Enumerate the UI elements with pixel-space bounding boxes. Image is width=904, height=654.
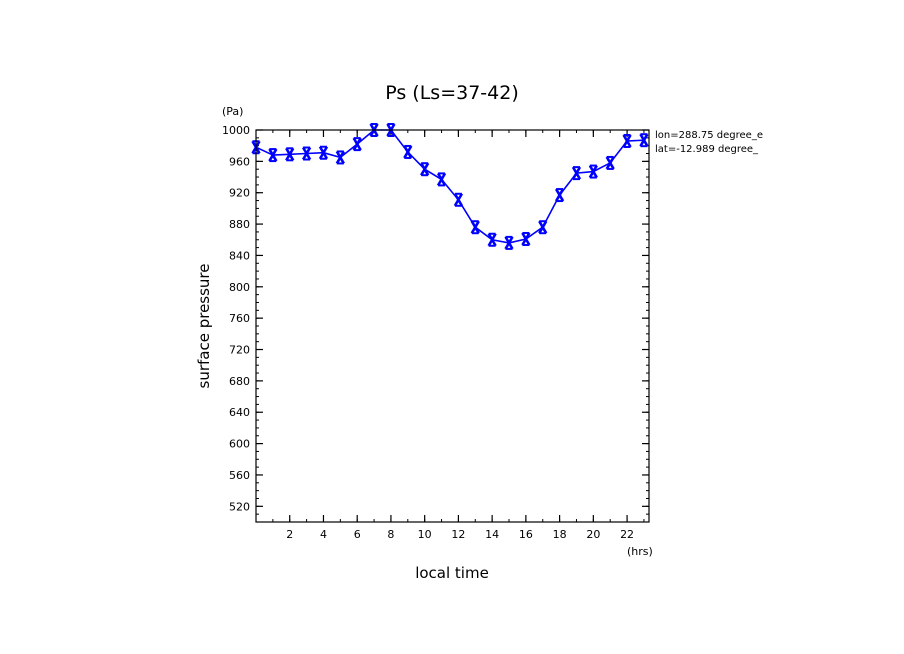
x-tick-label: 4: [320, 528, 327, 541]
x-unit-label: (hrs): [627, 545, 653, 558]
data-point: [453, 192, 464, 207]
data-point: [605, 155, 615, 170]
x-tick-label: 16: [519, 528, 533, 541]
y-tick-label: 880: [229, 218, 250, 231]
y-unit-label: (Pa): [222, 105, 243, 118]
data-point: [470, 220, 480, 235]
y-tick-label: 680: [229, 375, 250, 388]
y-tick-label: 600: [229, 438, 250, 451]
data-point: [538, 220, 548, 235]
data-point: [504, 235, 514, 250]
y-tick-label: 920: [229, 187, 250, 200]
x-tick-label: 12: [451, 528, 465, 541]
x-tick-label: 14: [485, 528, 499, 541]
data-point: [403, 144, 413, 159]
data-point: [335, 150, 345, 165]
annotation-lon: lon=288.75 degree_e: [655, 130, 763, 141]
x-tick-label: 2: [286, 528, 293, 541]
y-tick-label: 520: [229, 500, 250, 513]
x-tick-label: 20: [586, 528, 600, 541]
y-tick-label: 760: [229, 312, 250, 325]
chart-title: Ps (Ls=37-42): [385, 82, 519, 104]
y-axis-label: surface pressure: [195, 264, 213, 389]
data-point: [487, 232, 497, 247]
x-tick-label: 8: [387, 528, 394, 541]
data-point: [268, 148, 278, 163]
y-tick-label: 800: [229, 281, 250, 294]
info-mask: [781, 125, 904, 160]
data-point: [639, 133, 649, 148]
x-tick-label: 6: [354, 528, 361, 541]
data-point: [554, 188, 565, 203]
x-tick-label: 10: [418, 528, 432, 541]
annotation-lat: lat=-12.989 degree_: [655, 144, 759, 155]
data-point: [622, 133, 632, 148]
data-point: [571, 166, 582, 181]
y-tick-label: 720: [229, 344, 250, 357]
x-tick-label: 22: [620, 528, 634, 541]
data-point: [352, 137, 362, 152]
data-point: [318, 145, 329, 160]
data-point: [301, 146, 312, 161]
plot-frame: [255, 129, 650, 523]
series-layer: [251, 123, 649, 250]
series-line: [255, 129, 644, 244]
axes: 520 560 600 640 680 720 760 800 840 880 920 960 1000…: [222, 124, 649, 541]
y-tick-label: 960: [229, 155, 250, 168]
data-point: [588, 164, 598, 179]
data-point: [420, 162, 430, 177]
y-tick-label: 840: [229, 249, 250, 262]
data-point: [521, 231, 531, 246]
x-tick-label: 18: [553, 528, 567, 541]
data-point: [436, 172, 447, 187]
x-axis-label: local time: [415, 564, 489, 582]
y-tick-label: 640: [229, 406, 250, 419]
y-tick-label: 560: [229, 469, 250, 482]
data-point: [285, 147, 295, 162]
y-tick-label: 1000: [222, 124, 250, 137]
